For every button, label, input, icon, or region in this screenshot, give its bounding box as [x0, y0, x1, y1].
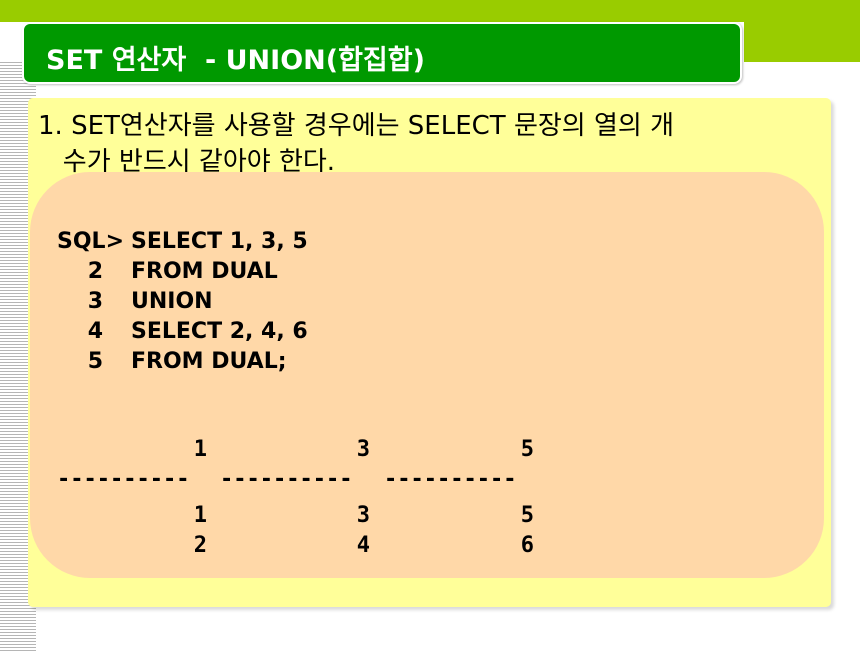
result-header-cell: 1: [193, 437, 207, 462]
result-separator: ----------: [384, 467, 517, 492]
result-header-cell: 5: [520, 437, 534, 462]
sql-statement: FROM DUAL: [131, 259, 278, 284]
result-row: 1 3 5: [57, 501, 537, 531]
result-header-cell: 3: [356, 437, 370, 462]
result-separator-row: ---------- ---------- ----------: [57, 465, 537, 501]
result-row: 2 4 6: [57, 531, 537, 561]
sql-line: 3 UNION: [57, 287, 213, 317]
point-1-text: 1. SET연산자를 사용할 경우에는 SELECT 문장의 열의 개 수가 반…: [38, 111, 674, 177]
sql-listing: SQL> SELECT 1, 3, 5 2 FROM DUAL 3 UNION …: [57, 227, 308, 377]
sql-line: 5 FROM DUAL;: [57, 347, 287, 377]
right-accent-bar: [744, 22, 860, 62]
result-cell: 3: [356, 503, 370, 528]
result-cell: 2: [193, 533, 207, 558]
result-header-row: 1 3 5: [57, 435, 537, 465]
result-cell: 1: [193, 503, 207, 528]
query-result: 1 3 5 ---------- ---------- ---------- 1…: [57, 435, 537, 561]
sql-statement: SELECT 2, 4, 6: [131, 319, 308, 344]
sql-prompt: SQL>: [57, 229, 124, 254]
title-banner: SET 연산자 - UNION(합집합): [22, 22, 742, 84]
sql-line-number: 5: [87, 349, 103, 374]
slide-title: SET 연산자 - UNION(합집합): [46, 45, 425, 76]
result-cell: 6: [520, 533, 534, 558]
sql-line: 4 SELECT 2, 4, 6: [57, 317, 308, 347]
result-separator: ----------: [57, 467, 190, 492]
top-accent-bar: [0, 0, 860, 22]
sql-line-number: 4: [87, 319, 103, 344]
sql-line: 2 FROM DUAL: [57, 257, 278, 287]
result-cell: 5: [520, 503, 534, 528]
sql-line-number: 2: [87, 259, 103, 284]
result-cell: 4: [356, 533, 370, 558]
sql-line: SQL> SELECT 1, 3, 5: [57, 227, 308, 257]
sql-statement: UNION: [131, 289, 213, 314]
result-separator: ----------: [220, 467, 353, 492]
code-panel: [30, 172, 824, 578]
sql-statement: FROM DUAL;: [131, 349, 287, 374]
sql-statement: SELECT 1, 3, 5: [131, 229, 308, 254]
sql-line-number: 3: [87, 289, 103, 314]
